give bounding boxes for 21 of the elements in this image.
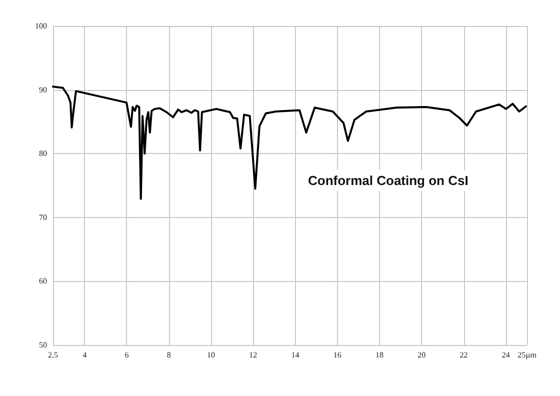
x-tick-label: 2.5 bbox=[48, 350, 58, 360]
x-tick-label: 25µm bbox=[518, 350, 538, 360]
x-tick-label: 22 bbox=[460, 350, 468, 360]
y-tick-label: 70 bbox=[39, 212, 47, 222]
line-series bbox=[52, 86, 527, 200]
x-tick-label: 24 bbox=[502, 350, 510, 360]
x-tick-label: 12 bbox=[249, 350, 258, 360]
x-tick-label: 20 bbox=[418, 350, 426, 360]
x-tick-label: 18 bbox=[376, 350, 384, 360]
x-tick-label: 16 bbox=[333, 350, 342, 360]
x-tick-label: 10 bbox=[207, 350, 215, 360]
x-tick-label: 8 bbox=[166, 350, 171, 360]
y-tick-label: 80 bbox=[39, 149, 47, 158]
y-tick-label: 100 bbox=[35, 22, 47, 30]
x-tick-label: 6 bbox=[124, 350, 129, 360]
y-tick-label: 50 bbox=[39, 340, 47, 350]
y-tick-label: 90 bbox=[39, 85, 47, 94]
x-tick-label: 4 bbox=[82, 350, 87, 360]
y-tick-label: 60 bbox=[39, 276, 47, 286]
x-tick-label: 14 bbox=[291, 350, 300, 360]
text: Conformal Coating on CsI bbox=[308, 173, 468, 188]
